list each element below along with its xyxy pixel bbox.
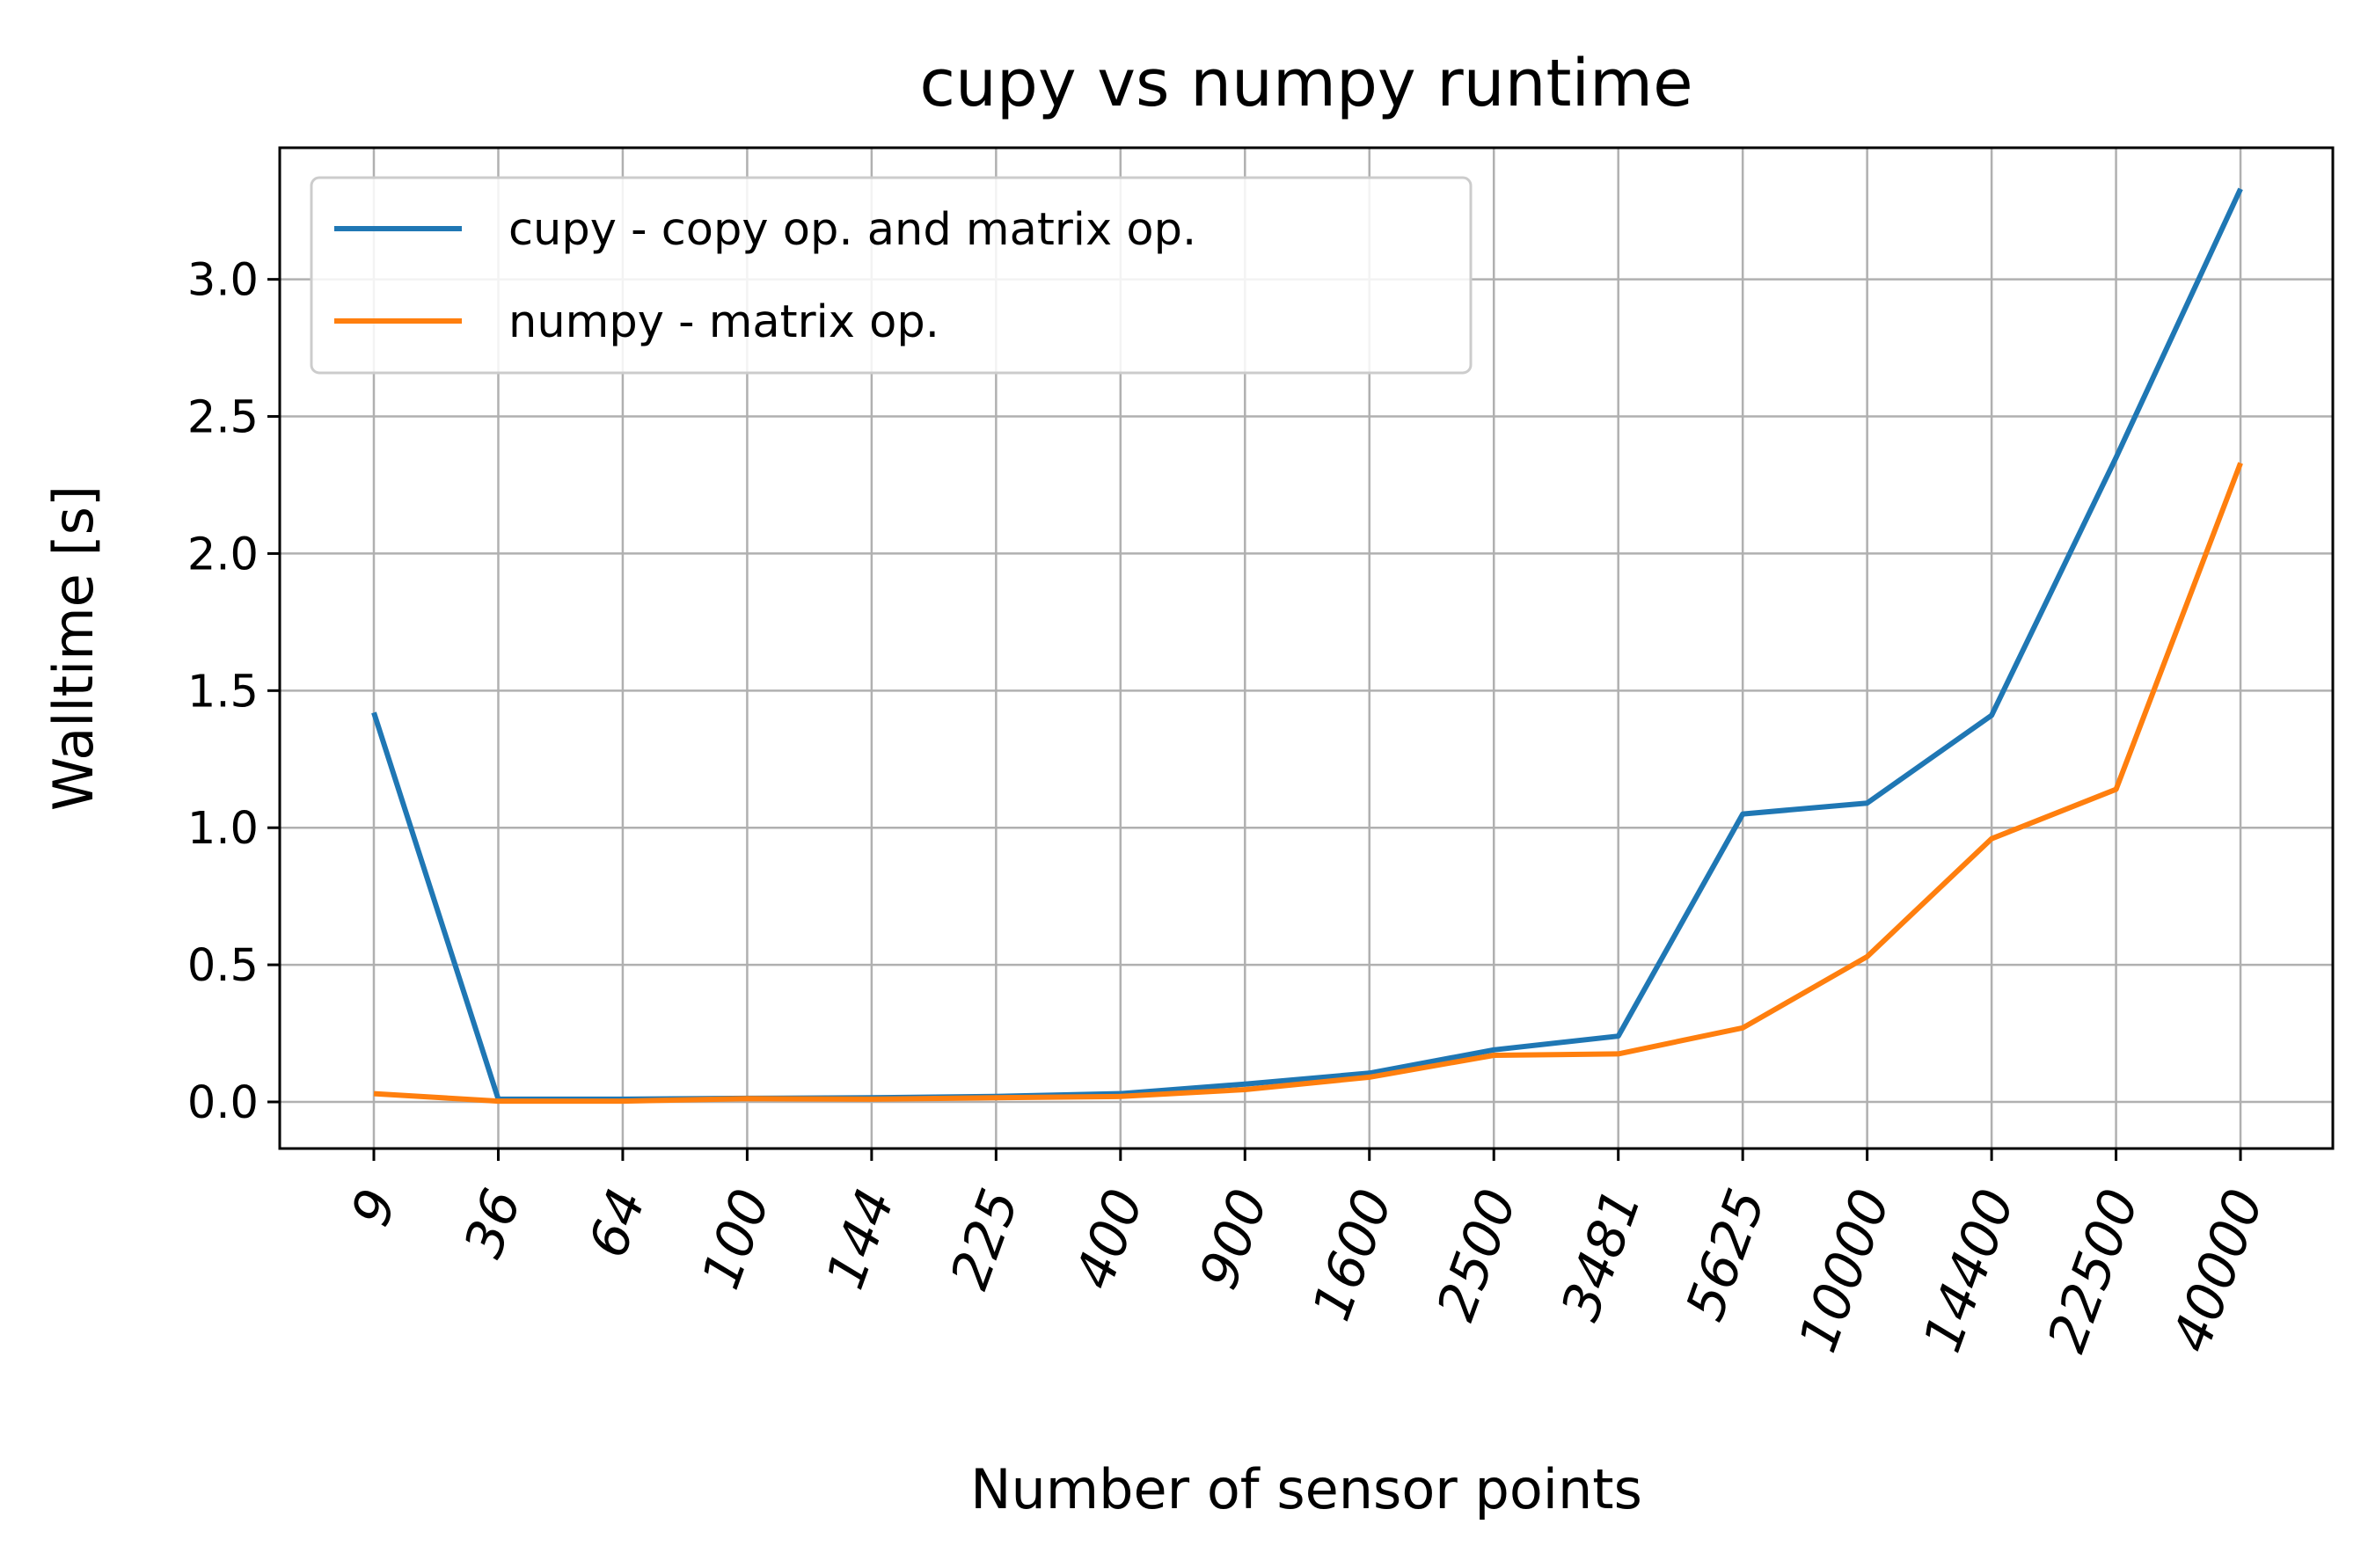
legend: cupy - copy op. and matrix op. numpy - m… bbox=[310, 176, 1473, 375]
y-tick-label: 0.0 bbox=[187, 1077, 259, 1129]
y-tick-label: 1.5 bbox=[187, 666, 259, 718]
y-axis-label: Walltime [s] bbox=[41, 485, 106, 811]
y-tick-label: 2.5 bbox=[187, 392, 259, 444]
y-tick-label: 3.0 bbox=[187, 255, 259, 307]
legend-label-numpy: numpy - matrix op. bbox=[508, 296, 939, 348]
y-tick-label: 0.5 bbox=[187, 940, 259, 992]
y-tick-label: 1.0 bbox=[187, 803, 259, 855]
chart-title: cupy vs numpy runtime bbox=[919, 46, 1692, 121]
legend-box bbox=[310, 176, 1473, 375]
y-axis-ticks: 0.0 0.5 1.0 1.5 2.0 2.5 3.0 bbox=[187, 255, 280, 1129]
series-line-numpy bbox=[373, 462, 2243, 1105]
plot-frame bbox=[278, 146, 2335, 1150]
series-lines bbox=[371, 187, 2243, 1105]
y-tick-label: 2.0 bbox=[187, 529, 259, 580]
legend-label-cupy: cupy - copy op. and matrix op. bbox=[508, 204, 1196, 256]
x-axis-label: Number of sensor points bbox=[970, 1457, 1642, 1521]
